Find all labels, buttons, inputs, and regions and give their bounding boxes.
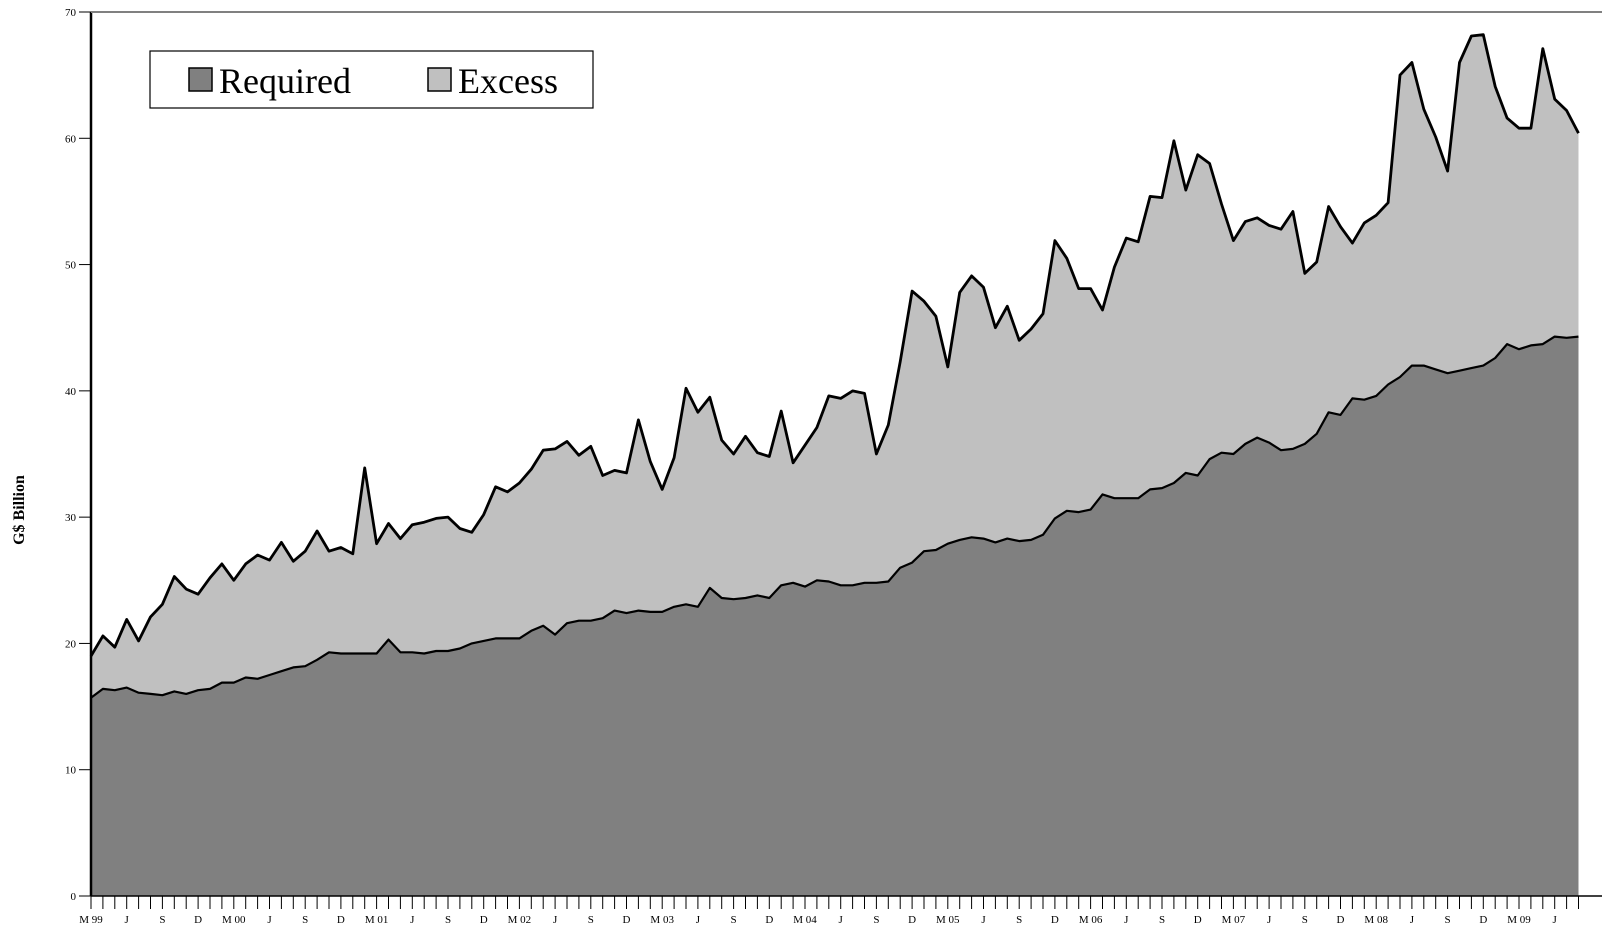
x-tick-label: S	[1445, 914, 1451, 926]
x-tick-label: D	[765, 914, 773, 926]
y-tick-label: 60	[65, 133, 77, 145]
x-tick-label: J	[553, 914, 558, 926]
x-tick-label: S	[588, 914, 594, 926]
x-tick-label: D	[908, 914, 916, 926]
x-tick-label: M 05	[936, 914, 960, 926]
x-tick-label: J	[696, 914, 701, 926]
line-total	[89, 33, 1580, 657]
y-tick-label: 0	[71, 891, 77, 903]
x-tick-label: S	[445, 914, 451, 926]
y-tick-label: 10	[65, 765, 77, 777]
x-tick-label: J	[839, 914, 844, 926]
legend-label-excess: Excess	[458, 61, 558, 101]
x-tick-label: S	[1159, 914, 1165, 926]
x-tick-label: S	[1302, 914, 1308, 926]
x-tick-label: M 09	[1507, 914, 1531, 926]
x-tick-label: M 04	[793, 914, 817, 926]
x-tick-label: M 06	[1079, 914, 1103, 926]
line-required	[90, 335, 1579, 699]
legend-box	[149, 50, 594, 109]
x-tick-label: J	[1553, 914, 1558, 926]
x-tick-label: S	[159, 914, 165, 926]
x-tick-label: D	[480, 914, 488, 926]
legend-label-required: Required	[219, 61, 351, 101]
x-tick-label: M 99	[79, 914, 103, 926]
legend-swatch-required	[188, 67, 213, 92]
x-tick-label: D	[623, 914, 631, 926]
x-tick-label: J	[410, 914, 415, 926]
x-tick-label: J	[1267, 914, 1272, 926]
legend: Required Excess	[149, 50, 594, 109]
x-tick-label: M 02	[508, 914, 532, 926]
x-tick-label: J	[125, 914, 130, 926]
x-tick-label: S	[302, 914, 308, 926]
legend-swatch-excess	[427, 67, 452, 92]
x-tick-label: J	[1124, 914, 1129, 926]
x-tick-label: M 03	[650, 914, 674, 926]
y-tick-label: 50	[65, 260, 77, 272]
y-tick-label: 40	[65, 386, 77, 398]
x-tick-label: J	[267, 914, 272, 926]
x-tick-label: D	[1051, 914, 1059, 926]
area-required	[91, 336, 1579, 897]
x-tick-label: S	[873, 914, 879, 926]
x-tick-label: S	[1016, 914, 1022, 926]
y-tick-label: 20	[65, 638, 77, 650]
x-tick-label: D	[1194, 914, 1202, 926]
area-layer	[89, 33, 1580, 897]
x-tick-label: J	[981, 914, 986, 926]
x-tick-label: D	[337, 914, 345, 926]
x-tick-label: D	[1337, 914, 1345, 926]
x-tick-label: S	[731, 914, 737, 926]
x-tick-label: D	[1479, 914, 1487, 926]
y-tick-label: 30	[65, 512, 77, 524]
x-tick-label: M 08	[1364, 914, 1388, 926]
x-tick-label: D	[194, 914, 202, 926]
y-tick-label: 70	[65, 7, 77, 19]
x-tick-label: M 07	[1222, 914, 1246, 926]
y-axis-title: G$ Billion	[11, 475, 28, 545]
x-tick-label: J	[1410, 914, 1415, 926]
x-tick-label: M 01	[365, 914, 389, 926]
axes-layer: 0 10 20 30 40 50 60 70 M 99 J S D M 00 J S D M 01 J S D M 02…	[65, 7, 1602, 926]
x-tick-label: M 00	[222, 914, 246, 926]
